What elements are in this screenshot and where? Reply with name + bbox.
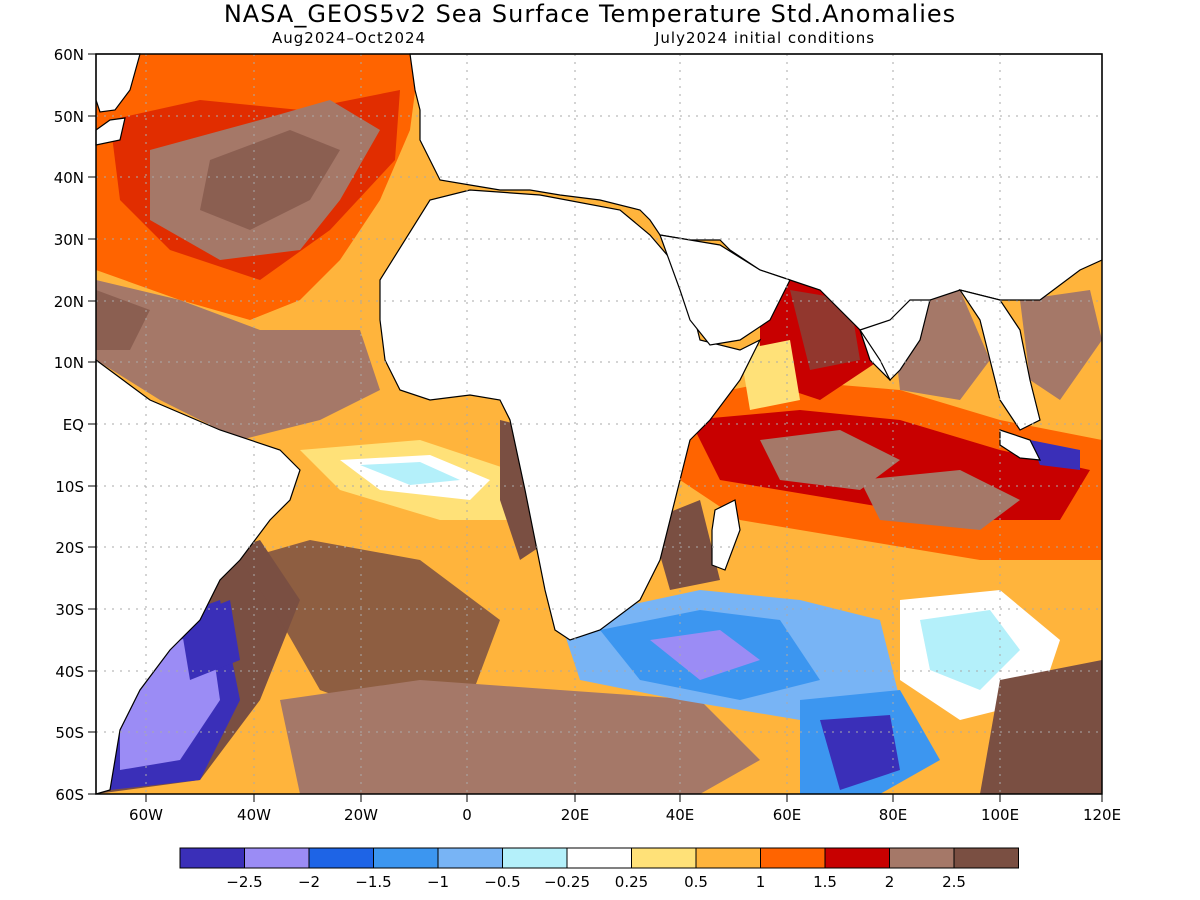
colorbar-label: 1.5 xyxy=(813,873,837,891)
colorbar-swatch xyxy=(695,847,761,869)
colorbar-label: −0.25 xyxy=(544,873,590,891)
lon-label: 120E xyxy=(1083,806,1121,824)
colorbar-swatch xyxy=(437,847,503,869)
colorbar-swatch xyxy=(373,847,439,869)
colorbar-swatch xyxy=(631,847,697,869)
colorbar-swatch xyxy=(179,847,245,869)
lat-label: 10S xyxy=(55,478,84,496)
lon-label: 40W xyxy=(237,806,271,824)
colorbar-swatch xyxy=(566,847,632,869)
lon-label: 20E xyxy=(561,806,590,824)
colorbar-swatch xyxy=(889,847,955,869)
lat-label: 20S xyxy=(55,539,84,557)
colorbar-label: −1 xyxy=(427,873,449,891)
land-masses xyxy=(95,53,1103,795)
colorbar-swatch xyxy=(953,847,1019,869)
lat-label: 40S xyxy=(55,663,84,681)
lat-label: 60N xyxy=(54,46,84,64)
lon-label: 60E xyxy=(773,806,802,824)
lon-label: 0 xyxy=(462,806,472,824)
lat-lon-grid xyxy=(96,54,1102,794)
axis-ticks xyxy=(88,53,1103,802)
lat-label: 30N xyxy=(54,231,84,249)
initial-conditions-label: July2024 initial conditions xyxy=(655,29,876,47)
colorbar-swatch xyxy=(502,847,568,869)
colorbar-label: −0.5 xyxy=(484,873,520,891)
lat-label: 60S xyxy=(55,786,84,804)
latitude-labels: 60N 50N 40N 30N 20N 10N EQ 10S 20S 30S 4… xyxy=(54,46,84,804)
colorbar-swatch xyxy=(824,847,890,869)
colorbar-label: 1 xyxy=(756,873,766,891)
colorbar-label: 0.5 xyxy=(684,873,708,891)
longitude-labels: 60W 40W 20W 0 20E 40E 60E 80E 100E 120E xyxy=(129,806,1121,824)
lat-label: 30S xyxy=(55,601,84,619)
lon-label: 60W xyxy=(129,806,163,824)
lat-label: 50N xyxy=(54,108,84,126)
colorbar-label: −2.5 xyxy=(226,873,262,891)
colorbar-label: −1.5 xyxy=(355,873,391,891)
lat-label: EQ xyxy=(63,416,84,434)
colorbar-label: 0.25 xyxy=(615,873,648,891)
colorbar-swatch xyxy=(760,847,826,869)
lon-label: 20W xyxy=(344,806,378,824)
lat-label: 40N xyxy=(54,169,84,187)
colorbar-label: 2 xyxy=(885,873,895,891)
lat-label: 50S xyxy=(55,724,84,742)
lat-label: 10N xyxy=(54,354,84,372)
lon-label: 100E xyxy=(981,806,1019,824)
colorbar: −2.5 −2 −1.5 −1 −0.5 −0.25 0.25 0.5 1 1.5 2 2.5 xyxy=(179,847,1019,891)
lon-label: 40E xyxy=(666,806,695,824)
colorbar-label: 2.5 xyxy=(942,873,966,891)
lat-label: 20N xyxy=(54,293,84,311)
colorbar-swatch xyxy=(308,847,374,869)
map-title: NASA_GEOS5v2 Sea Surface Temperature Std… xyxy=(223,0,957,28)
colorbar-swatch xyxy=(244,847,310,869)
lon-label: 80E xyxy=(879,806,908,824)
forecast-period: Aug2024–Oct2024 xyxy=(272,29,427,47)
colorbar-label: −2 xyxy=(298,873,320,891)
